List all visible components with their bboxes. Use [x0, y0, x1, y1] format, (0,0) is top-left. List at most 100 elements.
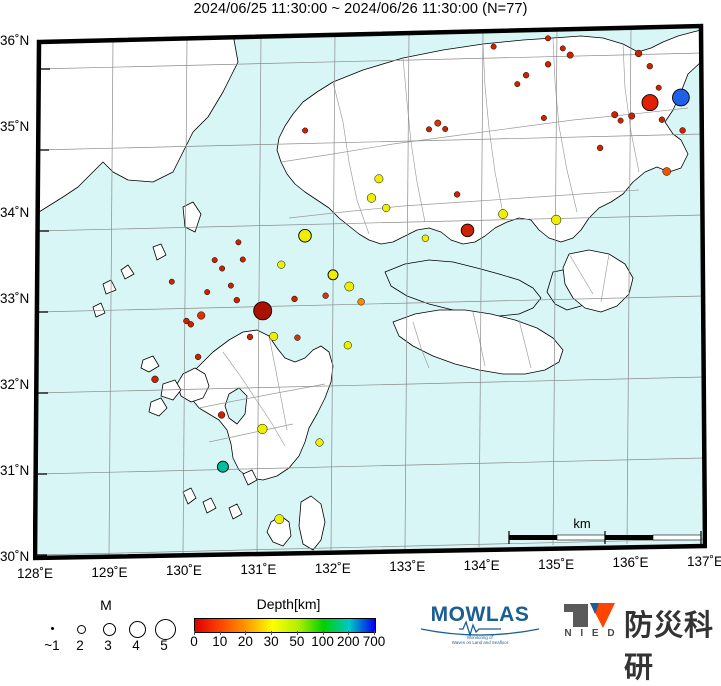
epicenter-marker[interactable] [217, 411, 226, 419]
page-title: 2024/06/25 11:30:00 ~ 2024/06/26 11:30:0… [193, 1, 528, 17]
epicenter-marker[interactable] [343, 341, 352, 350]
magnitude-label: 4 [132, 638, 140, 653]
epicenter-marker[interactable] [426, 126, 432, 133]
nied-wordmark: N I E D [564, 628, 618, 639]
epicenter-marker[interactable] [658, 116, 666, 123]
epicenter-marker[interactable] [628, 112, 636, 120]
epicenter-marker[interactable] [294, 334, 301, 341]
epicenter-marker[interactable] [291, 295, 298, 303]
magnitude-label: 5 [160, 638, 168, 653]
epicenter-marker[interactable] [490, 43, 497, 50]
lat-tick-label: 35˚N [0, 119, 30, 134]
colorbar-label: 20 [237, 634, 253, 649]
magnitude-symbol [76, 624, 86, 634]
colorbar-tick [296, 631, 298, 635]
epicenter-marker[interactable] [460, 223, 475, 238]
epicenter-marker[interactable] [357, 298, 365, 306]
epicenter-marker[interactable] [344, 281, 355, 292]
colorbar-label: 200 [337, 634, 360, 649]
epicenter-marker[interactable] [374, 174, 384, 184]
epicenter-marker[interactable] [672, 88, 690, 107]
epicenter-marker[interactable] [235, 239, 242, 246]
lat-tick-label: 32˚N [0, 377, 30, 392]
lon-tick-label: 134˚E [463, 558, 500, 573]
map-content: km 0 100 200 [35, 26, 705, 558]
mowlas-waveform-icon [420, 620, 540, 637]
epicenter-marker[interactable] [239, 256, 246, 263]
epicenter-marker[interactable] [327, 269, 339, 281]
epicenter-marker[interactable] [168, 278, 175, 285]
epicenter-marker[interactable] [197, 311, 206, 320]
colorbar-label: 100 [311, 634, 334, 649]
epicenter-marker[interactable] [269, 331, 279, 341]
magnitude-symbol [102, 622, 116, 636]
epicenter-marker[interactable] [453, 191, 461, 198]
epicenter-marker[interactable] [315, 438, 324, 447]
epicenter-marker[interactable] [634, 49, 643, 58]
epicenter-marker[interactable] [302, 127, 309, 134]
epicenter-marker[interactable] [211, 257, 218, 264]
earthquake-map[interactable]: km 0 100 200 [33, 22, 707, 564]
epicenter-marker[interactable] [366, 193, 377, 203]
colorbar-label: 10 [212, 634, 228, 649]
epicenter-marker[interactable] [183, 317, 190, 325]
epicenter-marker[interactable] [611, 111, 619, 119]
epicenter-marker[interactable] [187, 321, 194, 328]
svg-text:km: km [573, 516, 590, 531]
epicenter-marker[interactable] [204, 289, 211, 296]
magnitude-symbol [50, 626, 54, 630]
epicenter-marker[interactable] [219, 265, 226, 272]
epicenter-marker[interactable] [617, 117, 624, 124]
magnitude-label: 2 [76, 638, 84, 653]
epicenter-marker[interactable] [514, 81, 521, 88]
magnitude-symbol [154, 618, 176, 640]
lon-tick-label: 131˚E [240, 562, 277, 577]
epicenter-markers[interactable] [151, 35, 690, 524]
epicenter-marker[interactable] [151, 375, 159, 383]
epicenter-marker[interactable] [498, 209, 508, 219]
epicenter-marker[interactable] [655, 84, 662, 91]
lon-tick-label: 129˚E [91, 564, 128, 580]
depth-legend-title: Depth[km] [256, 596, 321, 612]
epicenter-marker[interactable] [421, 234, 430, 242]
colorbar-tick [219, 631, 221, 635]
colorbar-tick [271, 631, 273, 635]
epicenter-marker[interactable] [522, 72, 530, 79]
epicenter-marker[interactable] [566, 51, 574, 59]
epicenter-marker[interactable] [545, 35, 551, 42]
epicenter-marker[interactable] [540, 115, 547, 121]
epicenter-marker[interactable] [216, 460, 229, 473]
lat-tick-label: 36˚N [0, 33, 30, 48]
epicenter-marker[interactable] [253, 301, 273, 321]
epicenter-marker[interactable] [551, 214, 562, 225]
colorbar-label: 0 [190, 634, 198, 649]
epicenter-marker[interactable] [298, 228, 312, 243]
epicenter-marker[interactable] [227, 282, 234, 289]
colorbar-tick [245, 631, 247, 635]
epicenter-marker[interactable] [662, 167, 671, 176]
epicenter-marker[interactable] [641, 94, 659, 112]
epicenter-marker[interactable] [382, 203, 391, 213]
lat-tick-label: 34˚N [0, 205, 30, 220]
epicenter-marker[interactable] [544, 61, 552, 68]
epicenter-marker[interactable] [274, 514, 285, 524]
epicenter-marker[interactable] [257, 423, 268, 434]
epicenter-marker[interactable] [434, 119, 442, 127]
epicenter-marker[interactable] [679, 127, 686, 134]
epicenter-marker[interactable] [246, 333, 254, 341]
epicenter-marker[interactable] [233, 296, 240, 304]
epicenter-marker[interactable] [442, 126, 449, 132]
epicenter-marker[interactable] [322, 292, 329, 299]
colorbar-label: 700 [362, 634, 386, 649]
epicenter-marker[interactable] [277, 260, 286, 269]
lon-tick-label: 133˚E [389, 559, 426, 575]
epicenter-marker[interactable] [596, 144, 604, 152]
epicenter-marker[interactable] [559, 45, 566, 52]
map-border [33, 23, 707, 561]
prefecture-borders [198, 37, 689, 447]
epicenter-marker[interactable] [646, 63, 653, 70]
mowlas-tagline: Monitoring of Waves on Land and Seafloor [451, 635, 509, 646]
epicenter-marker[interactable] [194, 353, 202, 361]
map-canvas: km 0 100 200 [33, 23, 707, 561]
depth-colorbar [194, 618, 376, 633]
